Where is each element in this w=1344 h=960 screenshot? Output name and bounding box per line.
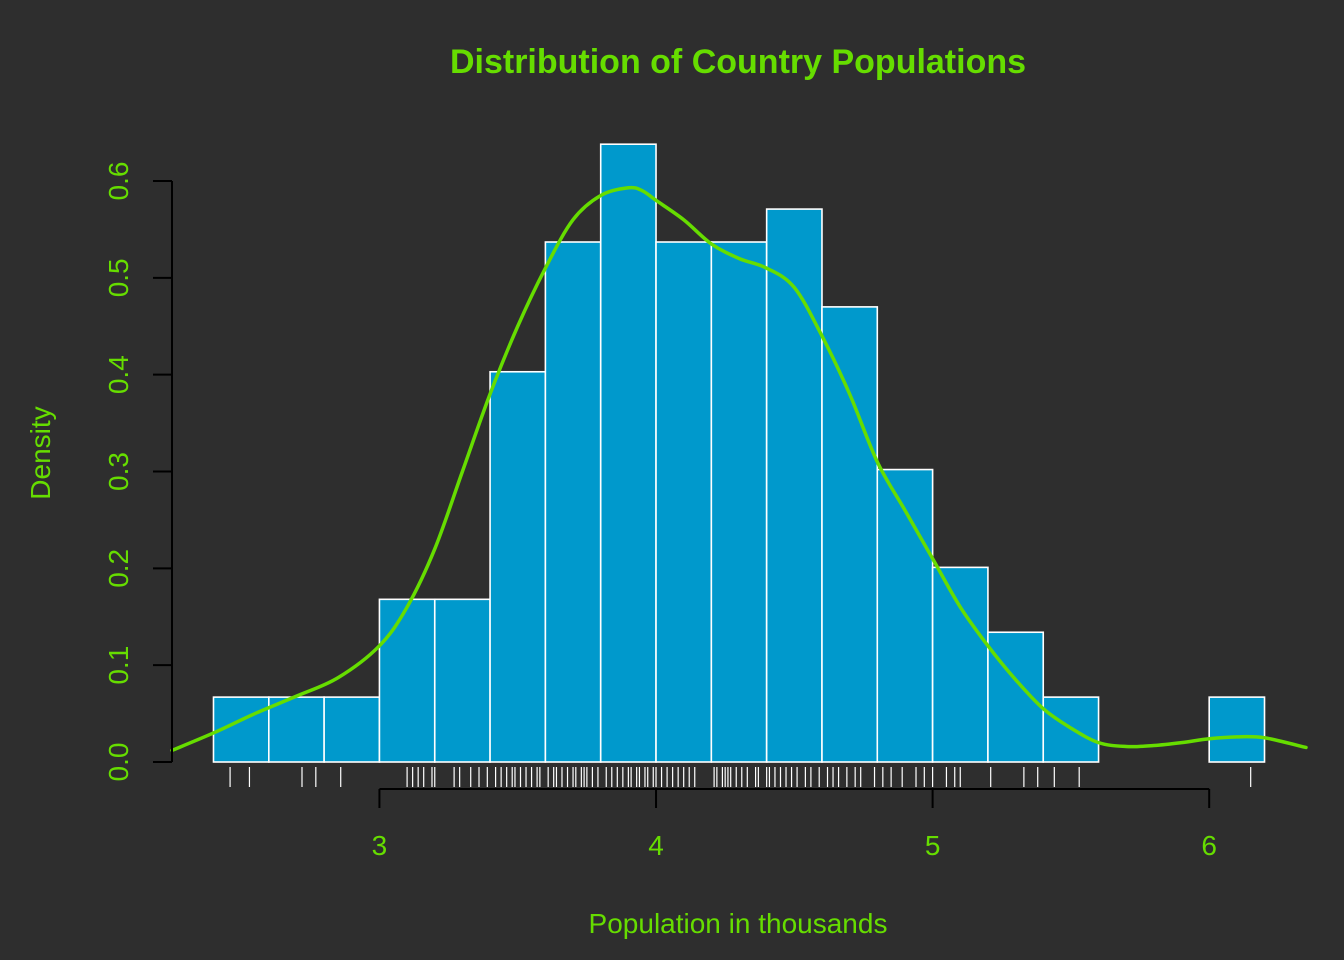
x-axis-label: Population in thousands (589, 908, 888, 939)
density-curve (170, 185, 1308, 753)
y-tick-label-5: 0.5 (103, 258, 134, 297)
histogram-bar-8 (655, 241, 713, 763)
histogram-bar-12 (876, 468, 934, 763)
y-tick-label-0: 0.0 (103, 743, 134, 782)
chart-title: Distribution of Country Populations (450, 43, 1026, 81)
histogram-bar-11 (821, 306, 879, 763)
histogram-bar-2 (323, 696, 381, 763)
y-tick-label-2: 0.2 (103, 549, 134, 588)
x-tick-label-2: 5 (925, 830, 941, 861)
y-axis: 0.0 0.1 0.2 0.3 0.4 0.5 0.6 (103, 162, 173, 782)
histogram-bar-13 (931, 566, 989, 763)
density-curve-group (170, 185, 1308, 753)
x-tick-label-3: 6 (1201, 830, 1217, 861)
histogram-bar-7 (599, 143, 657, 763)
histogram-bar-6 (544, 241, 602, 763)
histogram-bars (212, 143, 1266, 763)
y-tick-label-3: 0.3 (103, 452, 134, 491)
histogram-bar-10 (765, 208, 823, 763)
histogram-bar-9 (710, 241, 768, 763)
histogram-bar-1 (268, 696, 325, 763)
histogram-bar-14 (987, 631, 1045, 763)
y-tick-label-6: 0.6 (103, 162, 134, 201)
rug-marks (229, 767, 1252, 787)
histogram-bar-4 (433, 598, 491, 763)
histogram-bar-3 (378, 598, 436, 763)
histogram-bar-18 (1208, 696, 1266, 763)
histogram-bar-5 (489, 370, 547, 763)
x-tick-label-1: 4 (648, 830, 664, 861)
x-tick-label-0: 3 (372, 830, 388, 861)
y-axis-label: Density (25, 406, 56, 499)
y-tick-label-4: 0.4 (103, 355, 134, 394)
y-tick-label-1: 0.1 (103, 646, 134, 685)
x-axis: 3 4 5 6 (372, 788, 1217, 861)
